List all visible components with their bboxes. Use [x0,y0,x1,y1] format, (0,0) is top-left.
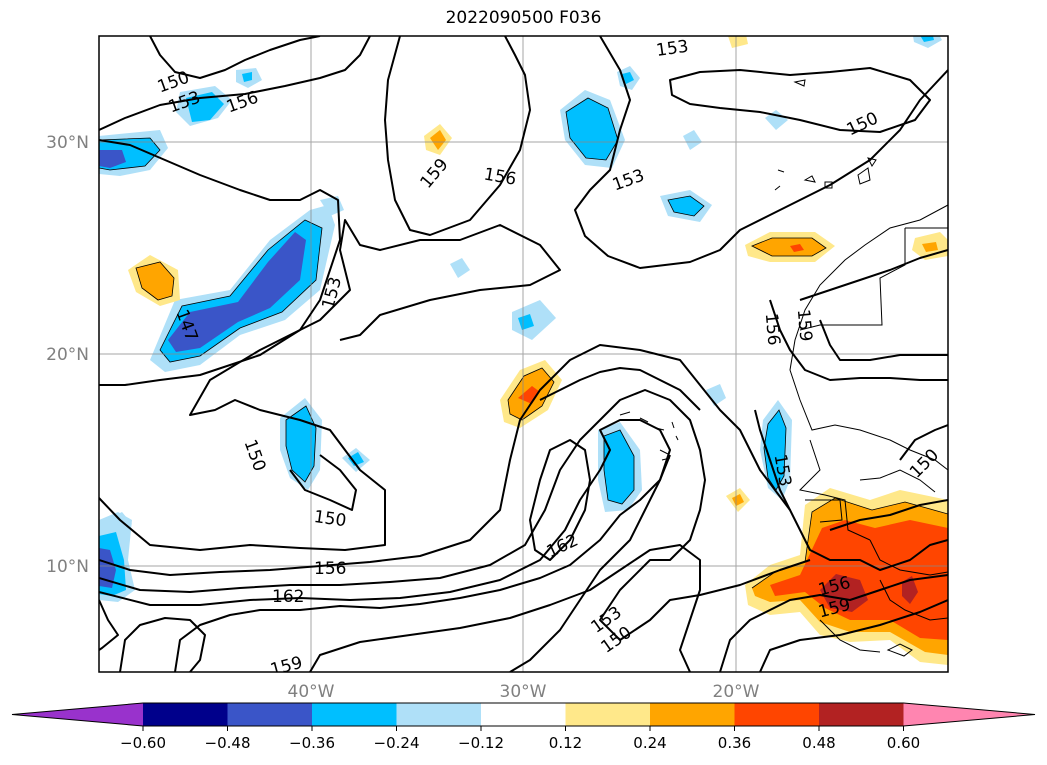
contour-label: 162 [272,587,304,607]
colorbar-tick-label: 0.60 [887,734,920,752]
colorbar-tick-label: −0.12 [458,734,504,752]
colorbar-tick-label: 0.12 [549,734,582,752]
colorbar-segment [650,703,735,726]
contour-labels: 150 153 156 159 153 156 153 150 147 153 … [155,37,943,672]
colorbar: −0.60 −0.48 −0.36 −0.24 −0.12 0.12 0.24 0.36 0.4… [11,702,1036,752]
positive-anomaly-shading [128,36,948,665]
colorbar-segment [481,703,566,726]
shading-outlines [99,97,948,589]
colorbar-segment [734,703,820,726]
lon-label-30w: 30°W [500,682,547,702]
contour-label: 156 [761,312,784,346]
colorbar-segment [312,703,397,726]
colorbar-segment [565,703,651,726]
contour-label: 159 [793,308,816,342]
map-frame [98,35,949,673]
colorbar-segment [143,703,228,726]
contour-label: 153 [655,37,690,61]
contour-label: 156 [314,559,346,579]
colorbar-extend-high [903,703,1035,726]
colorbar-segment [396,703,482,726]
colorbar-tick-label: −0.48 [205,734,251,752]
colorbar-tick-label: 0.48 [802,734,835,752]
lat-label-30n: 30°N [46,133,89,153]
coastlines [619,79,948,657]
contour-label: 150 [313,507,348,531]
latitude-labels: 30°N 20°N 10°N [46,133,89,577]
height-contours [99,36,948,672]
longitude-labels: 40°W 30°W 20°W [288,682,760,702]
map-title: 2022090500 F036 [445,8,602,28]
colorbar-tick-label: −0.36 [289,734,335,752]
lat-label-20n: 20°N [46,345,89,365]
lon-label-40w: 40°W [288,682,335,702]
colorbar-tick-label: 0.24 [633,734,666,752]
colorbar-tick-label: −0.60 [120,734,166,752]
colorbar-tick-label: 0.36 [718,734,751,752]
lon-label-20w: 20°W [713,682,760,702]
colorbar-extend-low [12,703,143,726]
colorbar-tick-label: −0.24 [374,734,420,752]
colorbar-segment [819,703,904,726]
colorbar-segment [227,703,313,726]
lat-label-10n: 10°N [46,557,89,577]
map-plot-area: 150 153 156 159 153 156 153 150 147 153 … [99,36,948,672]
